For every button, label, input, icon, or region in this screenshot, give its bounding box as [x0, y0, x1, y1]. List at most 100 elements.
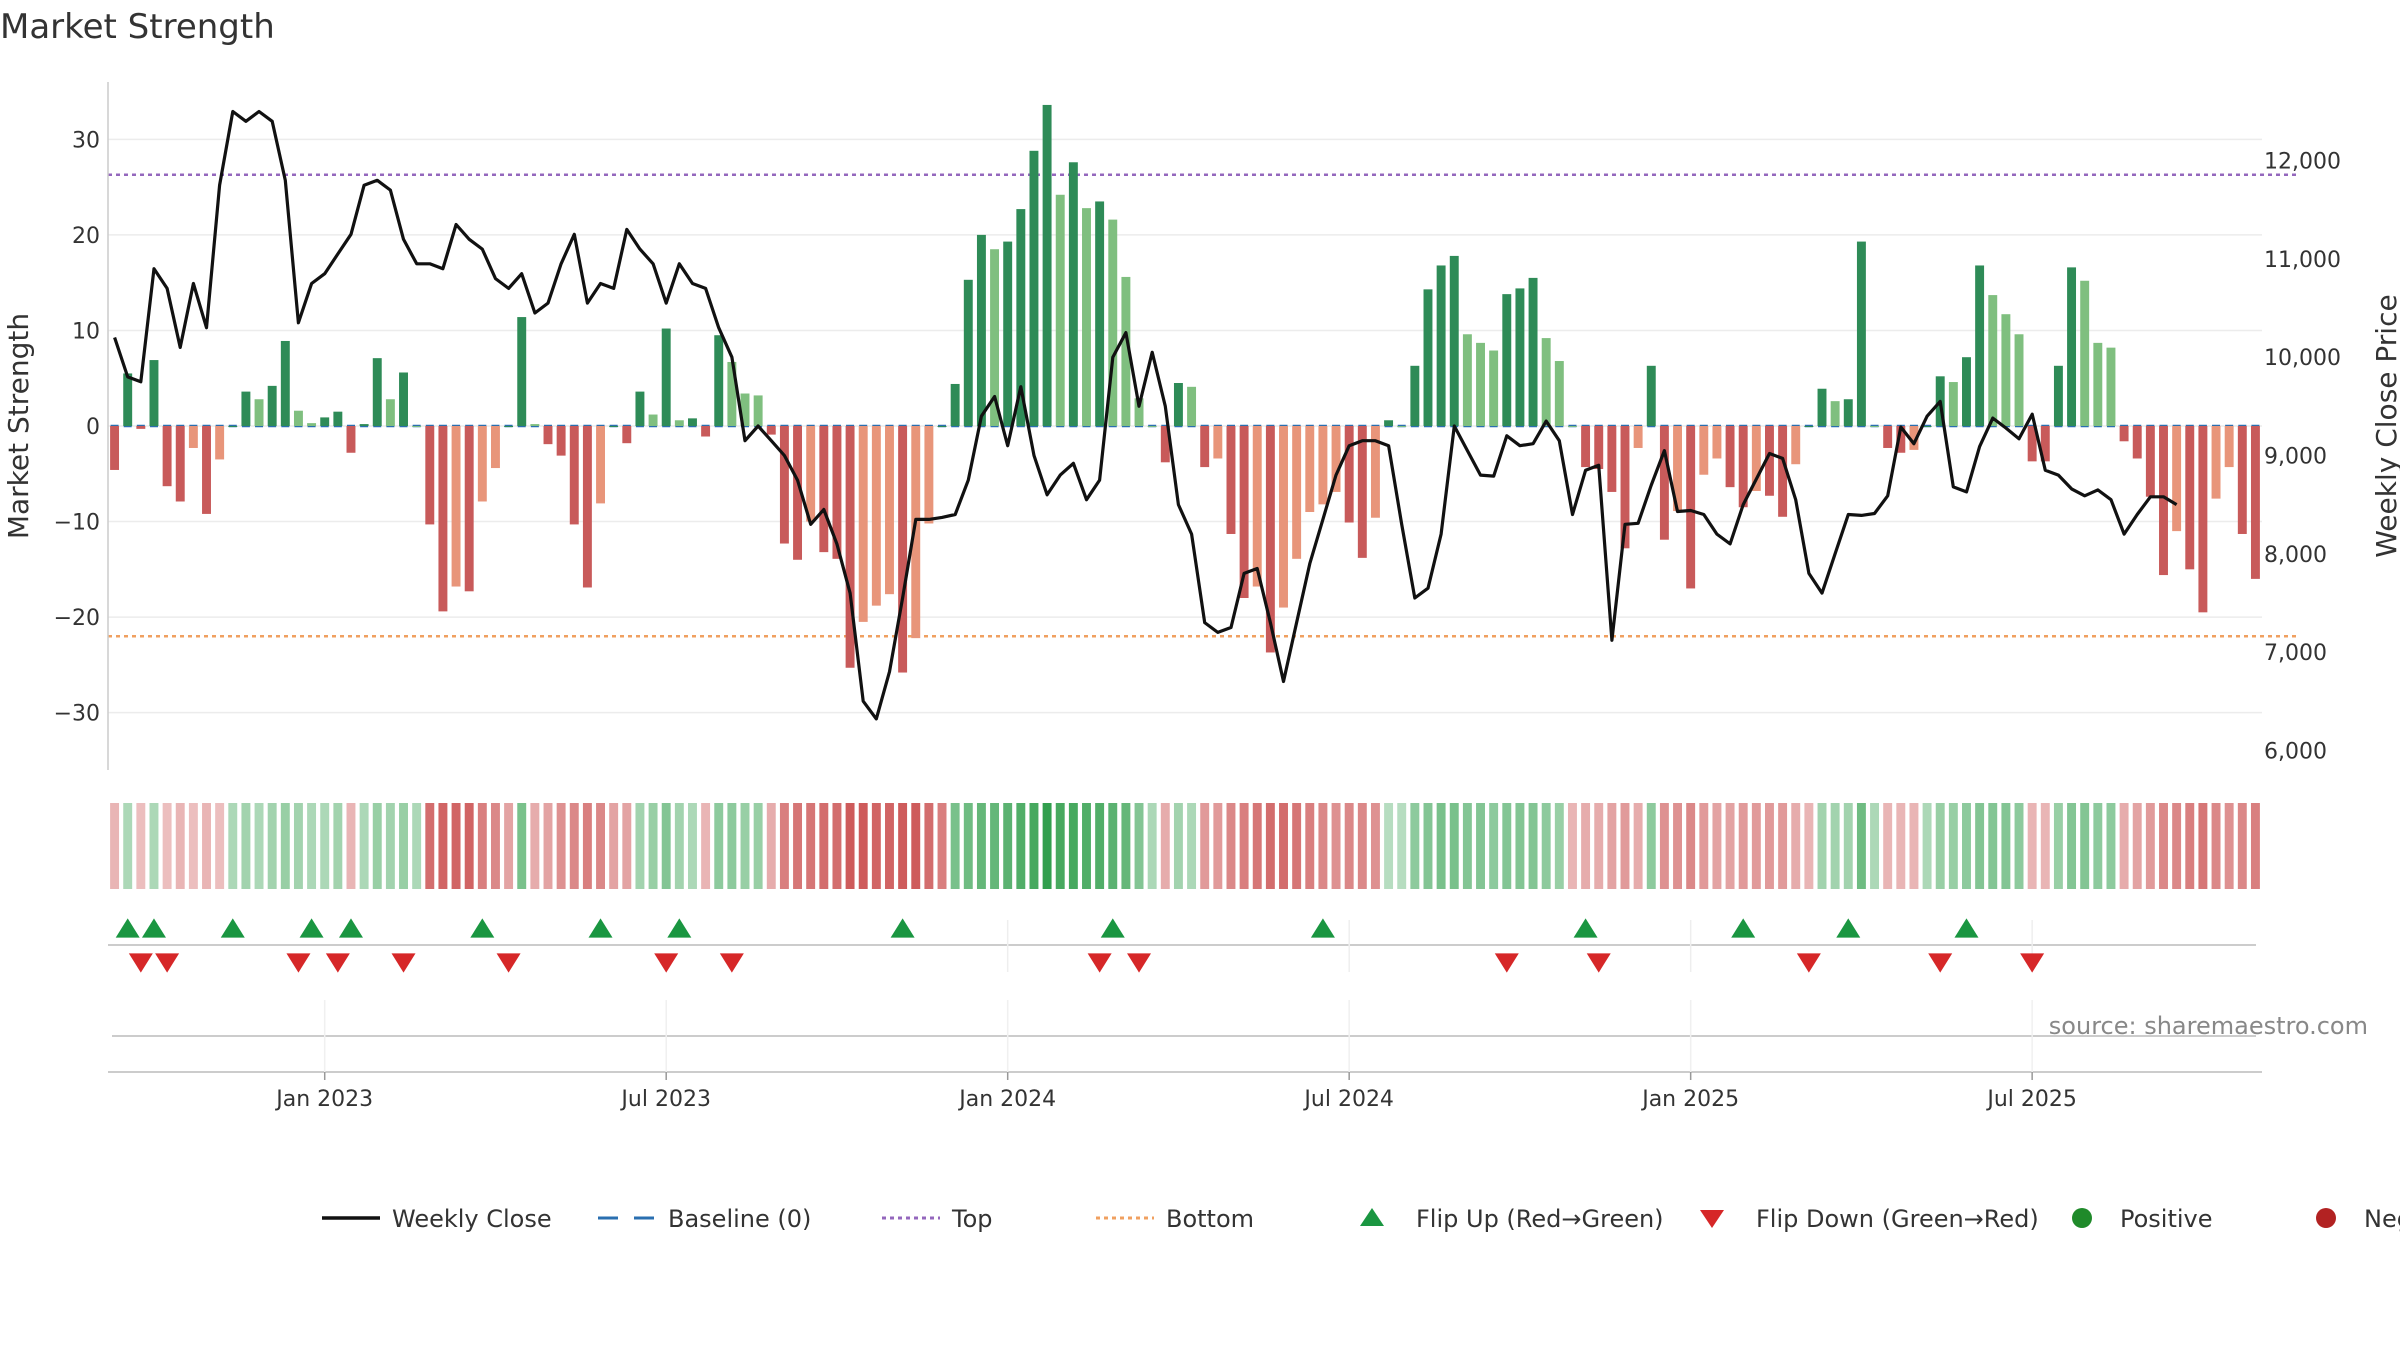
- strength-bar: [1765, 426, 1774, 496]
- flip-up-marker: [470, 918, 495, 938]
- flip-up-marker: [115, 918, 140, 938]
- regime-cell: [950, 803, 960, 889]
- axes: 30 20 10 0 −10 −20 −30 12,000 11,000 10,000 9,000 8…: [2, 82, 2400, 770]
- strength-bar: [688, 418, 697, 426]
- regime-cell: [1213, 803, 1223, 889]
- strength-bar: [701, 426, 711, 437]
- regime-cell: [1541, 803, 1551, 889]
- strength-bar: [2172, 426, 2182, 532]
- strength-bar: [1567, 426, 1577, 427]
- strength-bar: [793, 426, 803, 560]
- weekly-close-line: [113, 109, 2178, 721]
- strength-bar: [569, 426, 579, 525]
- regime-cell: [1620, 803, 1630, 889]
- regime-cell: [2145, 803, 2155, 889]
- strength-bar: [2106, 347, 2116, 426]
- legend-item-positive: Positive: [2072, 1205, 2213, 1233]
- strength-bar: [1029, 150, 1039, 427]
- x-tick-label: Jul 2025: [1985, 1087, 2077, 1112]
- regime-cell: [1042, 803, 1052, 889]
- regime-cell: [359, 803, 369, 889]
- regime-cell: [832, 803, 842, 889]
- regime-strip: [110, 803, 2260, 889]
- strength-bar: [1620, 426, 1630, 549]
- strength-bar: [385, 399, 395, 426]
- regime-cell: [1082, 803, 1091, 889]
- flip-markers: [108, 918, 2256, 973]
- strength-bar: [1357, 426, 1367, 558]
- regime-cell: [1055, 803, 1065, 889]
- regime-cell: [2132, 803, 2142, 889]
- strength-bar: [885, 426, 894, 595]
- flip-up-marker: [1100, 918, 1125, 938]
- regime-cell: [1265, 803, 1275, 889]
- regime-cell: [2014, 803, 2024, 889]
- regime-cell: [1554, 803, 1564, 889]
- regime-cell: [1449, 803, 1459, 889]
- legend-swatch-dot: [2072, 1208, 2092, 1228]
- strength-bar: [819, 426, 829, 553]
- strength-bar: [635, 391, 645, 426]
- strength-bar: [1134, 398, 1144, 426]
- regime-cell: [1016, 803, 1026, 889]
- strength-bar: [1055, 194, 1065, 426]
- regime-cell: [346, 803, 356, 889]
- regime-cell: [2119, 803, 2129, 889]
- regime-cell: [241, 803, 251, 889]
- regime-cell: [2106, 803, 2116, 889]
- strength-bar: [333, 411, 343, 426]
- regime-cell: [871, 803, 881, 889]
- strength-bar: [517, 317, 527, 426]
- strength-bar: [1410, 365, 1420, 426]
- regime-cell: [753, 803, 763, 889]
- flip-down-marker: [1586, 953, 1611, 973]
- strength-bar: [1331, 426, 1341, 492]
- regime-cell: [885, 803, 894, 889]
- regime-cell: [385, 803, 395, 889]
- strength-bar: [924, 426, 934, 524]
- strength-bar: [2159, 426, 2168, 576]
- strength-bar: [2237, 426, 2247, 534]
- y-right-tick-label: 12,000: [2264, 150, 2341, 175]
- strength-bar: [661, 328, 671, 426]
- regime-cell: [2185, 803, 2195, 889]
- strength-bar: [858, 426, 868, 622]
- flip-down-marker: [1087, 953, 1112, 973]
- strength-bar: [1095, 201, 1105, 426]
- flip-up-marker: [141, 918, 166, 938]
- regime-cell: [1725, 803, 1735, 889]
- strength-bar: [175, 426, 185, 502]
- regime-cell: [1423, 803, 1433, 889]
- regime-cell: [490, 803, 500, 889]
- strength-bar: [727, 361, 737, 426]
- regime-cell: [1751, 803, 1761, 889]
- strength-bar: [648, 414, 658, 426]
- strength-bar: [990, 249, 1000, 426]
- regime-cell: [924, 803, 934, 889]
- regime-cell: [779, 803, 789, 889]
- regime-cell: [806, 803, 816, 889]
- regime-cell: [609, 803, 619, 889]
- regime-cell: [1712, 803, 1722, 889]
- strength-bar: [1476, 342, 1485, 426]
- strength-bar: [674, 420, 684, 426]
- regime-cell: [963, 803, 973, 889]
- x-tick-label: Jul 2023: [619, 1087, 711, 1112]
- regime-cell: [136, 803, 146, 889]
- regime-cell: [188, 803, 198, 889]
- strength-bar: [412, 426, 422, 427]
- regime-cell: [1922, 803, 1932, 889]
- strength-bar: [1791, 426, 1801, 465]
- regime-cell: [688, 803, 697, 889]
- regime-cell: [1870, 803, 1880, 889]
- flip-down-marker: [1127, 953, 1152, 973]
- strength-bar: [2132, 426, 2142, 459]
- regime-cell: [2172, 803, 2182, 889]
- x-axis: Jan 2023 Jul 2023 Jan 2024 Jul 2024 Jan 2025…: [108, 1000, 2262, 1112]
- regime-cell: [990, 803, 1000, 889]
- regime-cell: [1502, 803, 1512, 889]
- strength-bar: [346, 426, 356, 453]
- strength-bar: [1370, 426, 1380, 518]
- x-tick-label: Jan 2024: [957, 1087, 1056, 1112]
- strength-bar: [740, 393, 750, 426]
